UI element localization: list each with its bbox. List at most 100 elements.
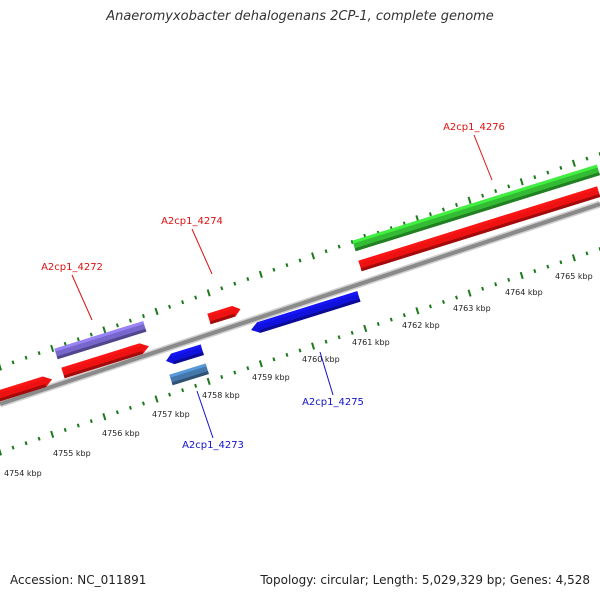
cds-4273-shade bbox=[171, 371, 209, 386]
accession-text: Accession: NC_011891 bbox=[10, 573, 147, 587]
inner-ruler-tick bbox=[11, 445, 15, 450]
gene-4273[interactable] bbox=[164, 344, 204, 366]
gene-label-leader bbox=[196, 390, 214, 439]
outer-ruler-tick bbox=[76, 337, 80, 342]
page-title: Anaeromyxobacter dehalogenans 2CP-1, com… bbox=[106, 9, 494, 24]
gene-label-leader bbox=[319, 351, 334, 396]
gene-4274[interactable] bbox=[207, 304, 242, 325]
gene-4276-shade bbox=[360, 193, 600, 272]
outer-ruler-tick bbox=[258, 270, 263, 279]
gene-left-edge-highlight bbox=[0, 376, 44, 403]
inner-ruler-tick bbox=[285, 352, 289, 357]
inner-ruler-tick bbox=[272, 357, 276, 362]
inner-ruler-tick bbox=[467, 289, 472, 297]
outer-ruler-tick bbox=[507, 184, 511, 189]
inner-ruler-tick bbox=[37, 436, 41, 441]
outer-ruler-tick bbox=[102, 326, 107, 334]
gene-4272[interactable] bbox=[61, 341, 150, 379]
gene-4274-shade bbox=[209, 313, 236, 325]
outer-ruler-tick bbox=[141, 314, 145, 319]
gene-left-edge-body bbox=[0, 376, 53, 411]
inner-ruler-tick bbox=[507, 277, 511, 282]
gene-4276[interactable] bbox=[358, 186, 600, 272]
inner-ruler-tick bbox=[481, 286, 485, 291]
rna-4276-shade bbox=[354, 172, 600, 252]
kbp-tick-label: 4760 kbp bbox=[302, 355, 340, 364]
outer-ruler-tick bbox=[194, 295, 198, 300]
inner-ruler-tick bbox=[298, 348, 302, 353]
inner-ruler-tick bbox=[89, 419, 93, 424]
outer-ruler-tick bbox=[467, 196, 472, 204]
gene-label[interactable]: A2cp1_4276 bbox=[443, 122, 505, 133]
rna-4276[interactable] bbox=[352, 164, 600, 252]
outer-ruler-tick bbox=[272, 267, 276, 272]
outer-ruler-tick bbox=[519, 178, 524, 186]
outer-ruler-tick bbox=[494, 189, 498, 194]
gene-4272-shade bbox=[63, 350, 143, 379]
gene-label[interactable]: A2cp1_4273 bbox=[182, 440, 244, 451]
inner-ruler-tick bbox=[571, 254, 576, 262]
gene-left-edge[interactable] bbox=[0, 374, 54, 411]
rna-4276-highlight bbox=[352, 164, 598, 244]
outer-ruler-tick bbox=[455, 202, 459, 207]
inner-ruler-tick bbox=[246, 366, 250, 371]
outer-ruler-tick bbox=[63, 341, 67, 346]
inner-ruler-tick bbox=[428, 304, 432, 309]
inner-ruler-tick bbox=[519, 271, 524, 280]
topology-text: Topology: circular; Length: 5,029,329 bp… bbox=[260, 573, 590, 587]
backbone-line bbox=[0, 202, 600, 406]
cds-4272[interactable] bbox=[54, 321, 147, 360]
inner-ruler-tick bbox=[311, 342, 316, 350]
inner-ruler-tick bbox=[441, 299, 445, 304]
gene-4272-highlight bbox=[61, 343, 141, 371]
outer-ruler-tick bbox=[337, 244, 341, 249]
kbp-tick-label: 4762 kbp bbox=[402, 321, 440, 330]
gene-4274-highlight bbox=[207, 306, 234, 317]
outer-ruler-tick bbox=[115, 323, 119, 328]
inner-ruler-tick bbox=[0, 448, 2, 456]
inner-ruler-tick bbox=[258, 360, 263, 368]
gene-label-leader bbox=[473, 134, 493, 181]
inner-ruler-tick bbox=[559, 260, 563, 265]
inner-ruler-tick bbox=[233, 370, 237, 375]
outer-ruler-tick bbox=[533, 175, 537, 180]
inner-ruler-tick bbox=[402, 313, 406, 318]
outer-ruler-tick bbox=[571, 159, 576, 167]
gene-label[interactable]: A2cp1_4275 bbox=[302, 397, 364, 408]
inner-ruler-tick bbox=[376, 322, 380, 327]
outer-ruler-tick bbox=[559, 165, 563, 170]
outer-ruler-tick bbox=[585, 156, 589, 161]
inner-ruler-tick bbox=[24, 441, 28, 446]
inner-ruler-tick bbox=[389, 317, 393, 322]
inner-ruler-tick bbox=[115, 410, 119, 415]
outer-ruler-tick bbox=[285, 263, 289, 268]
outer-ruler-tick bbox=[246, 277, 250, 282]
gene-4275[interactable] bbox=[249, 291, 361, 335]
inner-ruler-tick bbox=[533, 269, 537, 274]
outer-ruler-tick bbox=[89, 332, 93, 337]
gene-label[interactable]: A2cp1_4274 bbox=[161, 216, 223, 227]
inner-ruler-tick bbox=[546, 264, 550, 269]
cds-4273-body bbox=[169, 363, 209, 386]
outer-ruler-tick bbox=[24, 355, 28, 360]
kbp-tick-label: 4761 kbp bbox=[352, 338, 390, 347]
inner-ruler-tick bbox=[415, 307, 420, 315]
inner-ruler-tick bbox=[141, 401, 145, 406]
cds-4273[interactable] bbox=[169, 363, 209, 386]
gene-4276-body bbox=[358, 186, 600, 272]
cds-4272-shade bbox=[56, 328, 147, 360]
cds-4273-highlight bbox=[169, 363, 207, 378]
outer-ruler-tick bbox=[0, 363, 2, 371]
inner-ruler-tick bbox=[494, 282, 498, 287]
rna-4276-body bbox=[352, 164, 600, 252]
inner-ruler-tick bbox=[194, 383, 198, 388]
outer-ruler-tick bbox=[220, 286, 224, 291]
outer-ruler-tick bbox=[233, 281, 237, 286]
gene-label[interactable]: A2cp1_4272 bbox=[41, 262, 103, 273]
inner-ruler-tick bbox=[350, 330, 354, 335]
gene-4275-highlight bbox=[257, 291, 359, 326]
outer-ruler-tick bbox=[11, 360, 15, 365]
outer-ruler-tick bbox=[441, 207, 445, 212]
